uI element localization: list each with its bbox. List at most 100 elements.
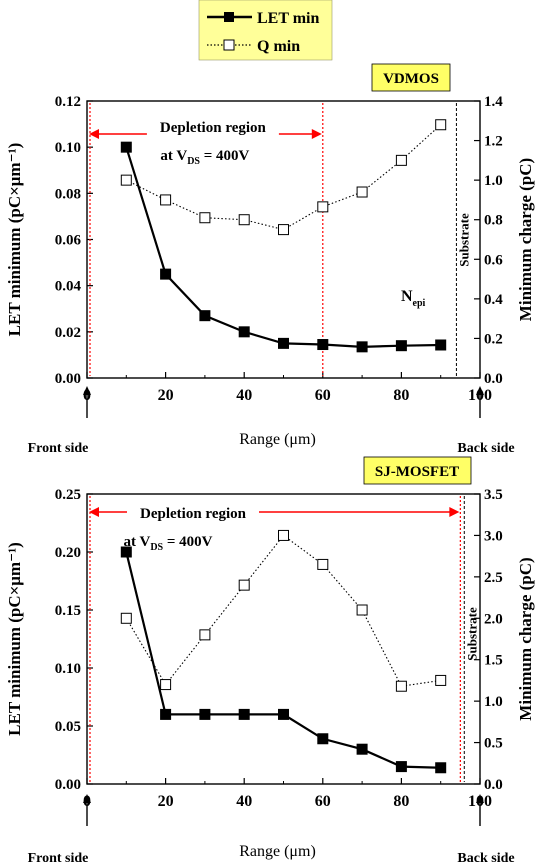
- vdmos-left-tick-label: 0.08: [55, 186, 81, 202]
- vdmos-x-tick-label: 40: [236, 387, 252, 404]
- vdmos-q-min-point: [356, 186, 368, 198]
- vdmos-let-min-point: [278, 337, 289, 349]
- vdmos-left-tick-label: 0.02: [55, 325, 81, 341]
- vdmos-let-min-point: [238, 326, 250, 338]
- vdmos-x-tick-label: 80: [393, 387, 409, 404]
- sj-mosfet-back-side-label: Back side: [457, 851, 514, 866]
- sj-mosfet-title-badge: [363, 456, 472, 485]
- sj-mosfet-let-min-point: [120, 546, 132, 558]
- vdmos-right-axis-title: Minimum charge (pC): [516, 158, 535, 321]
- sj-mosfet-right-tick-label: 2.5: [484, 570, 503, 586]
- sj-mosfet-side-arrow-head: [476, 794, 484, 803]
- sj-mosfet-title: SJ-MOSFET: [375, 464, 459, 480]
- vdmos-panel: VDMOS 020406080100 0.000.020.040.060.080…: [5, 63, 535, 456]
- vdmos-side-arrow-head: [476, 386, 484, 395]
- sj-mosfet-depletion-arrow-left-head: [89, 507, 99, 517]
- sj-mosfet-q-min-point: [317, 558, 329, 570]
- sj-mosfet-back-side-marker: [476, 794, 484, 826]
- sj-mosfet-front-side-marker: [83, 794, 91, 826]
- vdmos-depletion-label: Depletion region: [160, 120, 267, 136]
- sj-mosfet-let-min-point: [395, 761, 407, 773]
- sj-mosfet-depletion-arrow-right-head: [449, 507, 460, 517]
- legend: LET min Q min: [198, 0, 333, 61]
- vdmos-left-tick-label: 0.10: [55, 140, 81, 156]
- sj-mosfet-q-min-point: [278, 529, 289, 541]
- vdmos-x-tick-label: 60: [315, 387, 331, 404]
- vdmos-right-tick-label: 1.4: [484, 94, 503, 110]
- sj-mosfet-let-min-point: [199, 708, 211, 720]
- sj-mosfet-front-side-label: Front side: [28, 851, 89, 866]
- vdmos-let-min-line: [125, 146, 441, 348]
- sj-mosfet-left-axis-title: LET minimum (pC×μm⁻¹): [5, 542, 24, 736]
- sj-mosfet-let-min-line: [125, 551, 441, 769]
- vdmos-bias-label: at VDS = 400V: [160, 148, 249, 167]
- legend-box: [198, 0, 333, 61]
- vdmos-q-min-point: [395, 154, 407, 166]
- vdmos-title: VDMOS: [383, 71, 439, 87]
- legend-q-marker: [223, 39, 235, 51]
- sj-mosfet-left-tick-label: 0.20: [55, 545, 81, 561]
- legend-q-label: Q min: [257, 38, 300, 55]
- vdmos-right-tick-label: 0.0: [484, 371, 503, 387]
- sj-mosfet-x-tick-label: 80: [393, 793, 409, 810]
- sj-mosfet-right-tick-label: 0.0: [484, 777, 503, 793]
- vdmos-back-side-marker: [476, 386, 484, 418]
- sj-mosfet-right-tick-label: 1.5: [484, 653, 503, 669]
- vdmos-q-min-point: [160, 194, 172, 206]
- vdmos-let-min-point: [317, 339, 329, 351]
- sj-mosfet-substrate-label: Substrate: [464, 607, 479, 661]
- vdmos-left-tick-label: 0.00: [55, 371, 81, 387]
- sj-mosfet-let-min-point: [160, 708, 172, 720]
- vdmos-right-tick-label: 1.0: [484, 173, 503, 189]
- legend-let-label: LET min: [257, 10, 320, 27]
- vdmos-q-min-point: [199, 212, 211, 224]
- sj-mosfet-x-axis-title: Range (μm): [239, 843, 316, 860]
- sj-mosfet-left-axis: 0.00 0.05 0.10 0.15 0.20 0.25: [55, 487, 93, 793]
- vdmos-q-min-line: [126, 124, 442, 231]
- sj-mosfet-x-tick-label: 20: [158, 793, 174, 810]
- sj-mosfet-right-axis: 0.0 0.5 1.0 1.5 2.0 2.5 3.0 3.5: [474, 487, 503, 793]
- vdmos-depletion-arrow-left-head: [89, 129, 99, 139]
- sj-mosfet-let-min-point: [435, 762, 447, 774]
- vdmos-right-axis: 0.0 0.2 0.4 0.6 0.8 1.0 1.2 1.4: [474, 94, 503, 387]
- vdmos-let-min-point: [356, 341, 368, 353]
- sj-mosfet-depletion-label: Depletion region: [140, 506, 247, 522]
- sj-mosfet-right-tick-label: 0.5: [484, 736, 503, 752]
- vdmos-q-min-point: [317, 201, 329, 213]
- vdmos-series: [120, 119, 447, 353]
- vdmos-left-axis: 0.00 0.02 0.04 0.06 0.08 0.10 0.12: [55, 94, 93, 387]
- vdmos-right-tick-label: 0.2: [484, 331, 503, 347]
- vdmos-left-axis-title: LET minimum (pC×μm⁻¹): [5, 143, 24, 337]
- vdmos-right-tick-label: 0.6: [484, 252, 503, 268]
- vdmos-let-min-point: [395, 340, 407, 352]
- vdmos-let-min-point: [199, 310, 211, 322]
- sj-mosfet-q-min-line: [125, 534, 441, 687]
- sj-mosfet-let-min-point: [317, 733, 329, 745]
- vdmos-front-side-label: Front side: [28, 441, 89, 456]
- sj-mosfet-left-tick-label: 0.15: [55, 603, 81, 619]
- sj-mosfet-panel: SJ-MOSFET 020406080100 0.000.050.100.150…: [5, 456, 535, 866]
- vdmos-depletion-label-bg: [146, 117, 279, 137]
- sj-mosfet-right-tick-label: 1.0: [484, 694, 503, 710]
- sj-mosfet-x-tick-label: 40: [236, 793, 252, 810]
- sj-mosfet-left-tick-label: 0.05: [55, 719, 81, 735]
- vdmos-left-tick-label: 0.04: [55, 279, 82, 295]
- sj-mosfet-q-min-point: [120, 612, 132, 624]
- vdmos-side-arrow-head: [83, 386, 91, 395]
- sj-mosfet-q-min-point: [435, 674, 447, 686]
- sj-mosfet-left-tick-label: 0.00: [55, 777, 81, 793]
- vdmos-q-min-point: [278, 224, 289, 236]
- vdmos-left-tick-label: 0.12: [55, 94, 81, 110]
- sj-mosfet-q-min-point: [238, 579, 250, 591]
- sj-mosfet-q-min-point: [395, 680, 407, 692]
- sj-mosfet-right-tick-label: 3.0: [484, 528, 503, 544]
- sj-mosfet-left-tick-label: 0.10: [55, 661, 81, 677]
- sj-mosfet-right-axis-title: Minimum charge (pC): [516, 557, 535, 720]
- vdmos-q-min-point: [120, 174, 132, 186]
- vdmos-x-axis-title: Range (μm): [239, 431, 316, 448]
- vdmos-q-min-point: [435, 119, 447, 131]
- sj-mosfet-let-min-point: [238, 708, 250, 720]
- vdmos-q-min-point: [238, 214, 250, 226]
- vdmos-plot-frame: [86, 100, 481, 379]
